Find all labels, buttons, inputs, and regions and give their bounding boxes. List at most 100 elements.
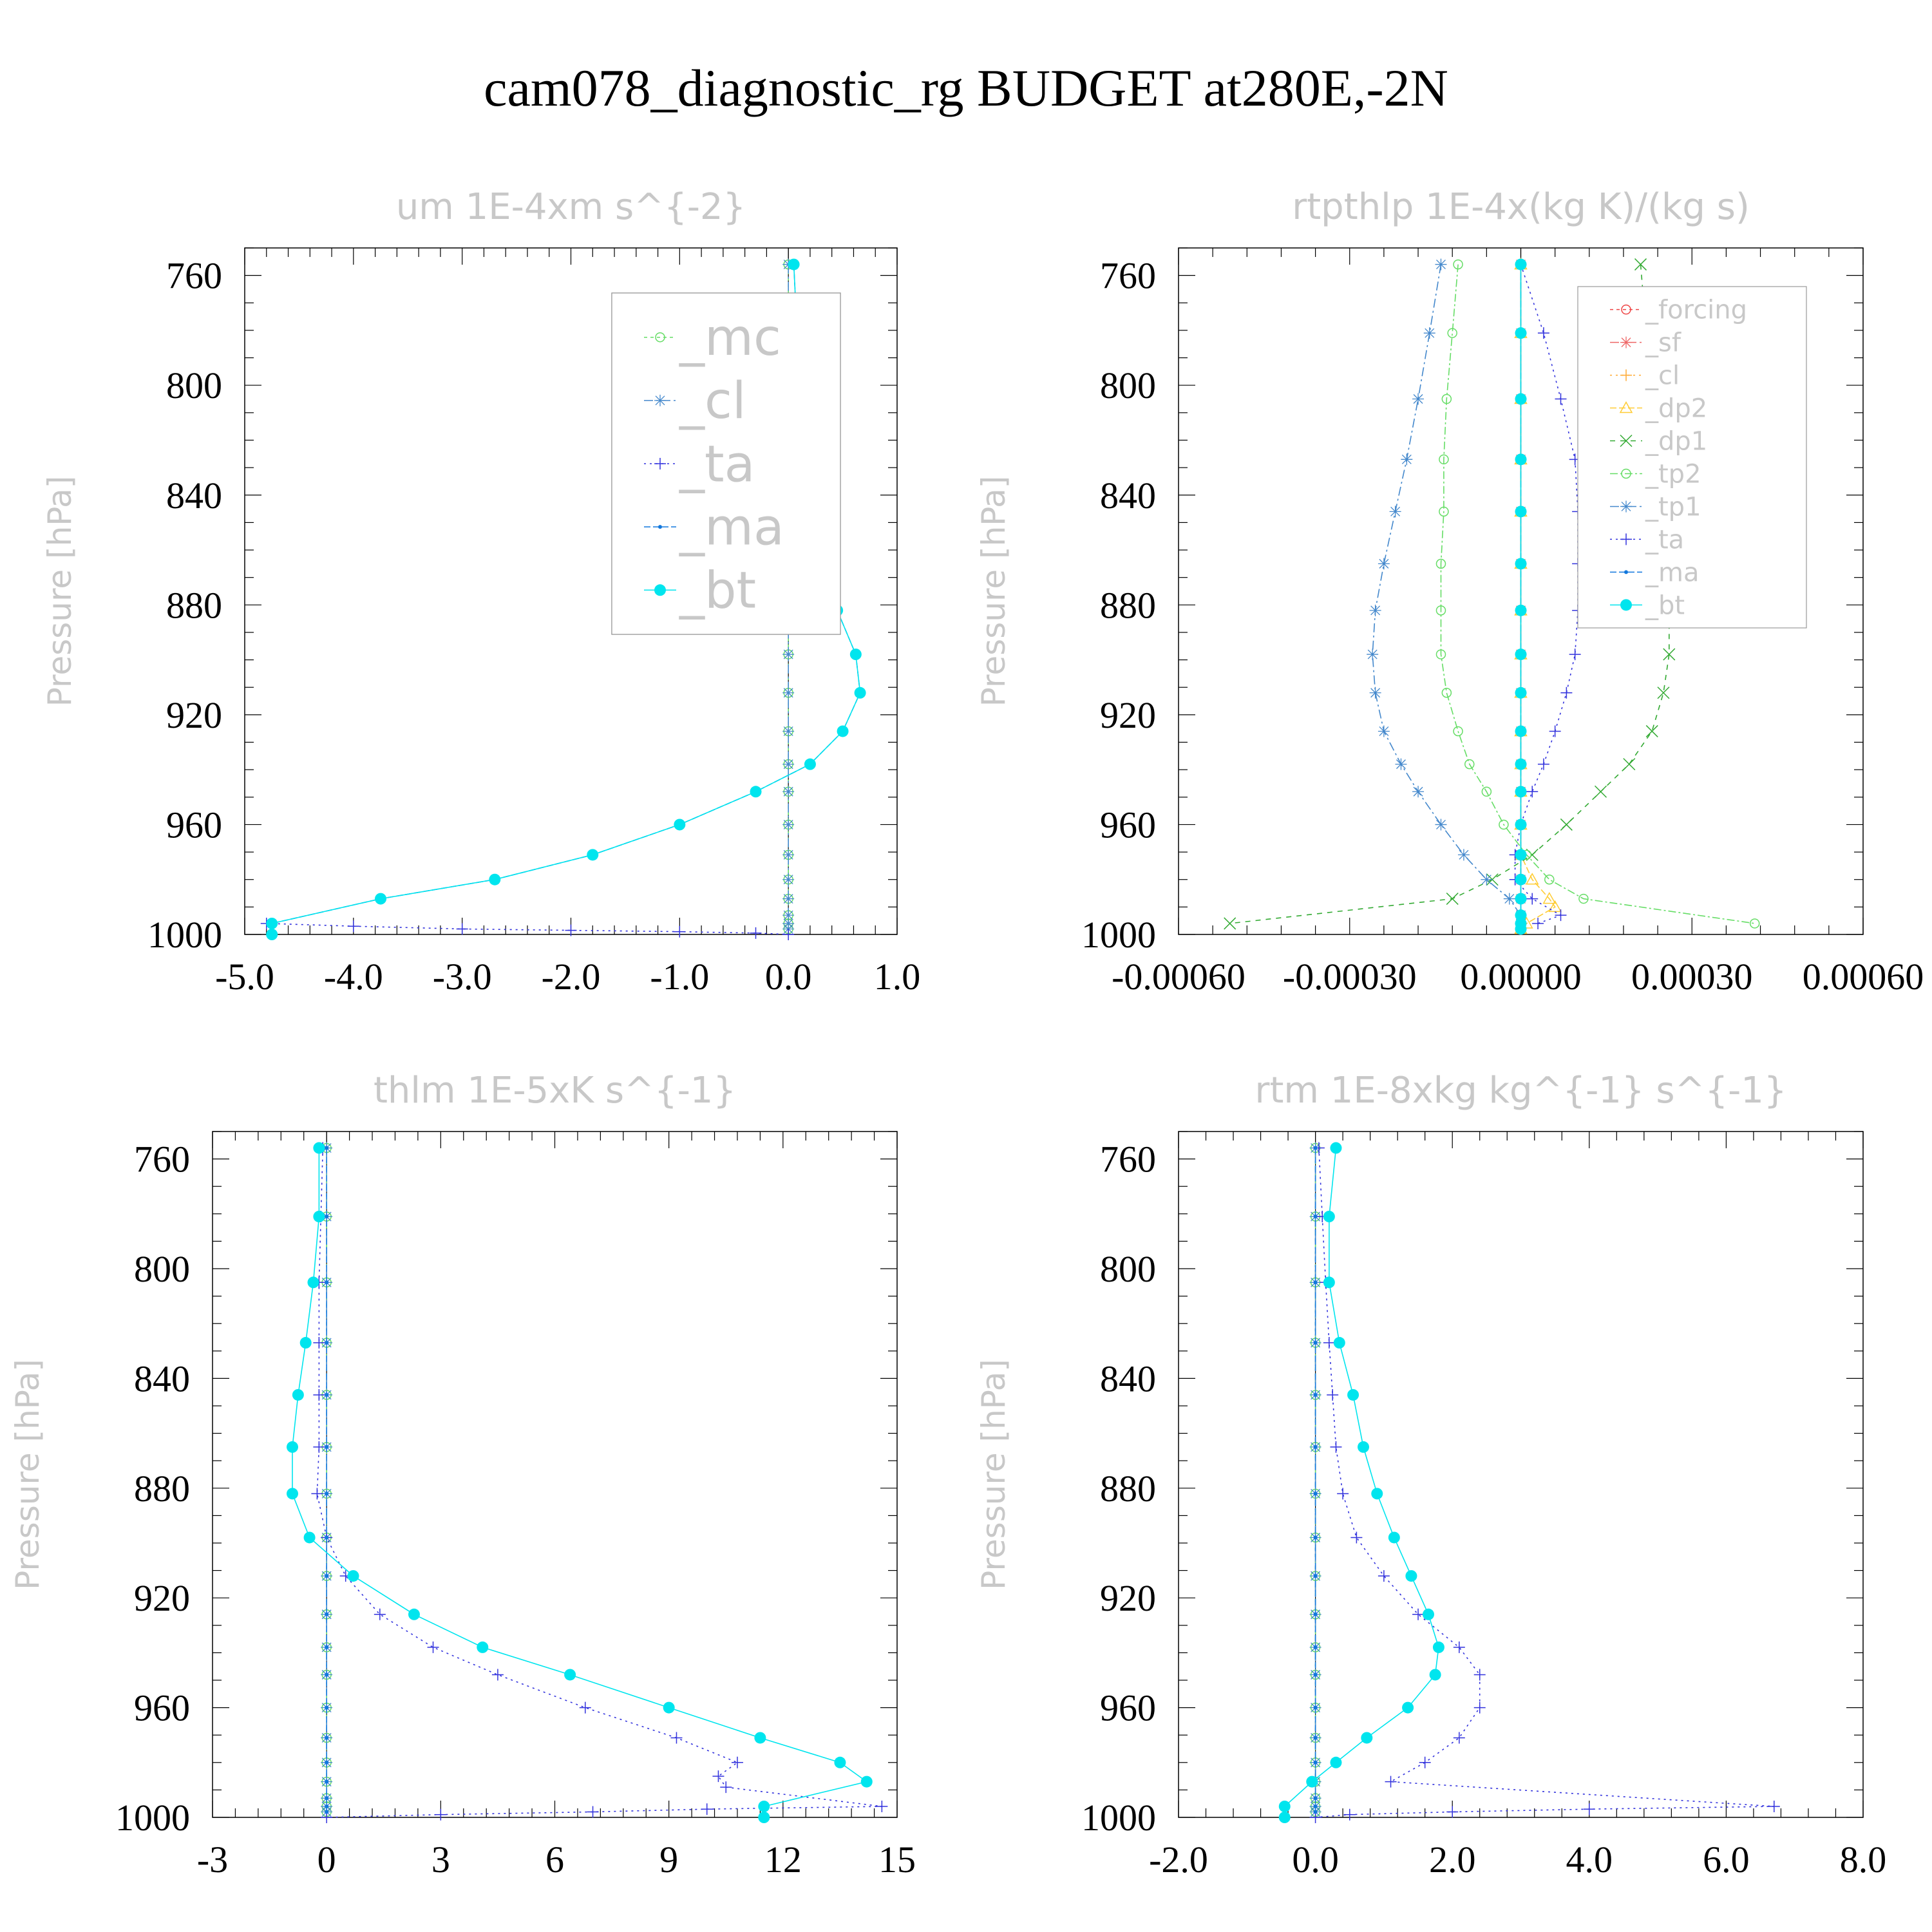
legend-marker xyxy=(1620,533,1632,545)
y-tick-label: 1000 xyxy=(1081,1797,1156,1839)
data-point xyxy=(782,929,795,940)
data-point xyxy=(1515,604,1527,616)
data-point xyxy=(1313,1810,1318,1814)
data-point xyxy=(325,1736,329,1740)
data-point xyxy=(1313,1215,1318,1219)
legend-label: _cl xyxy=(1645,361,1680,391)
data-point xyxy=(1306,1776,1318,1788)
data-point xyxy=(325,1779,329,1784)
x-tick-label: 0.0 xyxy=(765,956,812,998)
x-tick-label: -0.00060 xyxy=(1112,956,1245,998)
y-tick-label: 960 xyxy=(134,1687,190,1729)
panel-title: rtm 1E-8xkg kg^{-1} s^{-1} xyxy=(1255,1070,1786,1112)
series-ta xyxy=(1309,1142,1780,1823)
y-tick-label: 880 xyxy=(134,1468,190,1510)
data-point xyxy=(1395,758,1407,770)
data-point xyxy=(1515,725,1527,737)
y-tick-label: 840 xyxy=(1100,475,1156,516)
data-point xyxy=(1224,917,1236,930)
data-point xyxy=(1537,758,1549,770)
data-point xyxy=(325,1492,329,1496)
data-point xyxy=(1389,506,1401,518)
x-tick-label: 4.0 xyxy=(1566,1839,1613,1880)
x-tick-label: 0 xyxy=(317,1839,336,1880)
data-point xyxy=(1313,1280,1318,1285)
data-point xyxy=(1515,687,1527,699)
data-point xyxy=(1555,393,1567,405)
data-point xyxy=(1435,258,1447,270)
data-point xyxy=(750,786,762,798)
data-point xyxy=(325,1810,329,1814)
data-point xyxy=(1313,1574,1318,1578)
y-tick-label: 920 xyxy=(1100,1577,1156,1619)
data-point xyxy=(1350,1531,1363,1544)
data-point xyxy=(375,893,387,905)
data-point xyxy=(1313,1392,1318,1397)
legend-marker xyxy=(1620,434,1633,448)
legend-marker xyxy=(1620,500,1632,513)
data-point xyxy=(1569,649,1581,661)
data-point xyxy=(1402,1701,1414,1714)
legend-label: _bt xyxy=(1645,591,1685,620)
data-point xyxy=(1278,1800,1291,1812)
y-tick-label: 760 xyxy=(1100,1139,1156,1180)
data-point xyxy=(1313,1341,1318,1345)
data-point xyxy=(782,687,795,699)
y-tick-label: 920 xyxy=(1100,694,1156,736)
data-point xyxy=(307,1276,319,1289)
data-point xyxy=(1313,1444,1318,1449)
data-point xyxy=(1330,1441,1342,1453)
legend-marker xyxy=(658,525,662,529)
data-point xyxy=(1544,874,1555,885)
legend-label: _forcing xyxy=(1645,296,1747,325)
data-point xyxy=(1385,1776,1397,1788)
data-point xyxy=(788,258,800,270)
series-line xyxy=(316,1148,882,1818)
legend-label: _tp2 xyxy=(1645,459,1701,489)
data-point xyxy=(834,1756,846,1768)
rtm-budget-panel: rtm 1E-8xkg kg^{-1} s^{-1} Pressure [hPa]… xyxy=(611,292,1886,1880)
data-point xyxy=(1453,259,1463,270)
y-tick-label: 960 xyxy=(1100,1687,1156,1729)
x-tick-label: 2.0 xyxy=(1429,1839,1476,1880)
y-tick-label: 880 xyxy=(1100,584,1156,626)
data-point xyxy=(1435,649,1446,659)
y-axis-label: Pressure [hPa] xyxy=(9,1359,46,1590)
data-point xyxy=(1515,819,1527,831)
data-point xyxy=(587,849,599,861)
data-point xyxy=(1313,1535,1318,1540)
data-point xyxy=(325,1444,329,1449)
legend-label: _mc xyxy=(679,309,781,367)
legend-label: _ta xyxy=(1645,525,1684,554)
rtpthlp-budget-panel: rtpthlp 1E-4x(kg K)/(kg s) Pressure [hPa]… xyxy=(975,186,1924,998)
data-point xyxy=(1473,1701,1486,1714)
data-point xyxy=(1378,1570,1390,1582)
data-point xyxy=(313,1142,325,1154)
x-tick-label: -5.0 xyxy=(215,956,274,998)
data-point xyxy=(1515,558,1527,570)
data-point xyxy=(1378,725,1390,737)
y-tick-label: 880 xyxy=(166,584,222,626)
data-point xyxy=(1422,1608,1434,1620)
data-point xyxy=(1594,785,1607,798)
series-tp2 xyxy=(1435,259,1760,929)
x-tick-label: 6.0 xyxy=(1703,1839,1750,1880)
y-tick-label: 1000 xyxy=(115,1797,190,1839)
data-point xyxy=(1313,1146,1318,1150)
data-point xyxy=(325,1645,329,1649)
x-tick-label: -2.0 xyxy=(542,956,601,998)
data-point xyxy=(731,1756,743,1768)
data-point xyxy=(1453,726,1463,737)
legend-marker xyxy=(654,584,666,596)
x-tick-label: 0.00000 xyxy=(1460,956,1582,998)
data-point xyxy=(1446,1806,1459,1818)
legend-marker xyxy=(1621,304,1631,315)
data-point xyxy=(1634,258,1647,271)
data-point xyxy=(325,1215,329,1219)
data-point xyxy=(313,1337,325,1349)
data-point xyxy=(1515,923,1527,935)
data-point xyxy=(1623,758,1636,771)
series-line xyxy=(1514,264,1578,924)
data-point xyxy=(1515,506,1527,518)
